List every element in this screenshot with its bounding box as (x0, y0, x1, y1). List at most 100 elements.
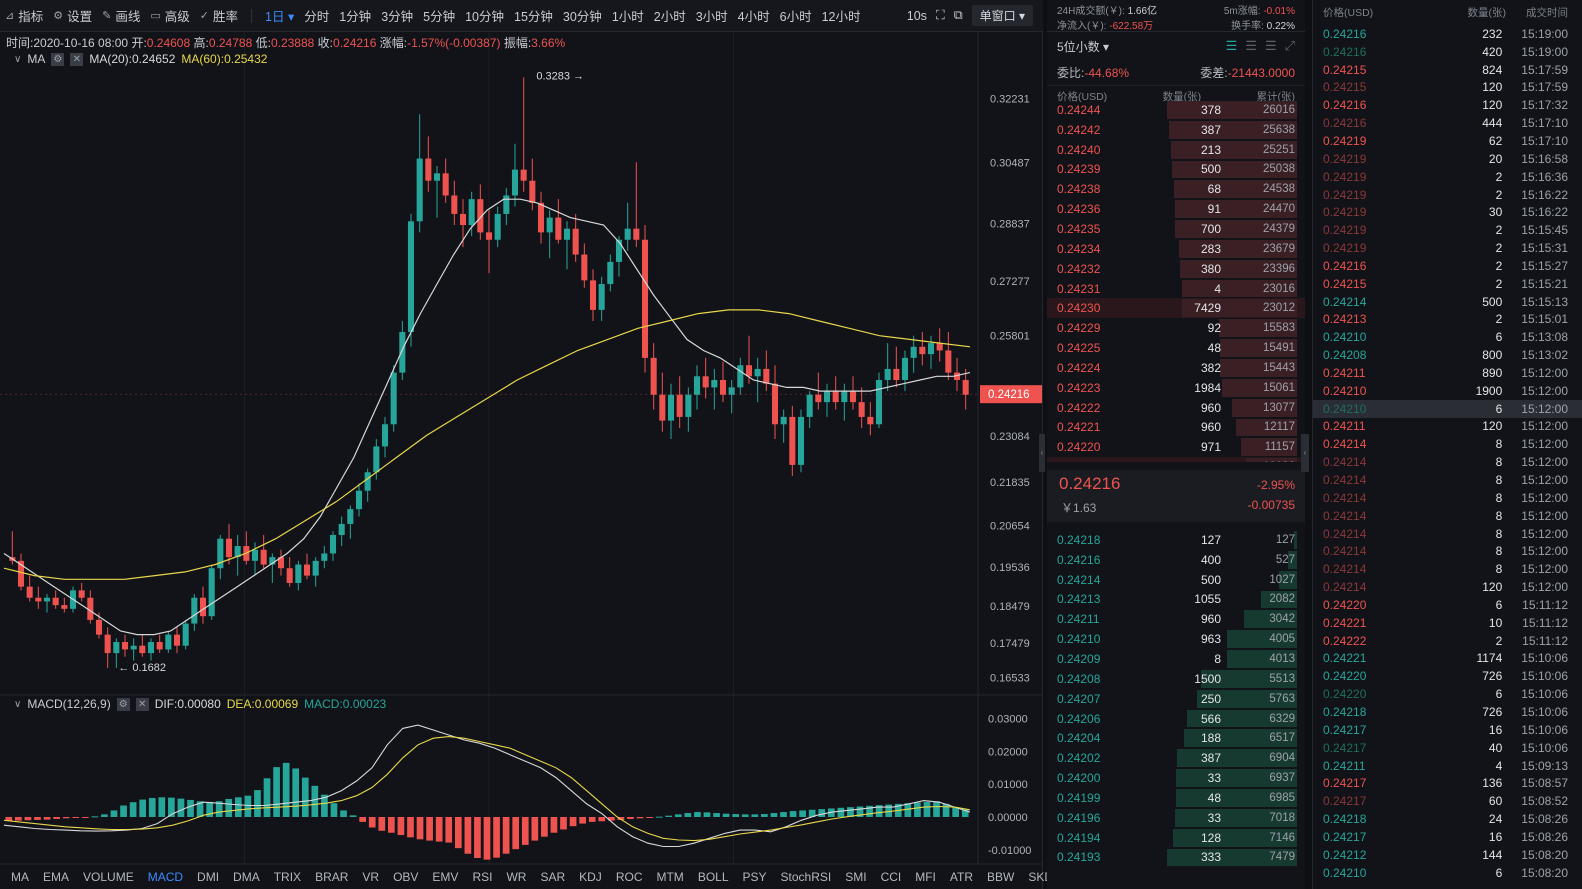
period-15分钟[interactable]: 15分钟 (514, 10, 553, 24)
ask-row[interactable]: 0.24222 960 13077 (1047, 398, 1305, 418)
trade-row[interactable]: 0.24216 444 15:17:10 (1313, 114, 1582, 132)
trade-row[interactable]: 0.24220 726 15:10:06 (1313, 667, 1582, 685)
indicator-tab-dmi[interactable]: DMI (197, 869, 220, 884)
bid-row[interactable]: 0.24216 400 527 (1047, 550, 1305, 570)
ask-row[interactable]: 0.24244 378 26016 (1047, 100, 1305, 120)
tool-indicator[interactable]: ⊿ 指标 (0, 6, 48, 25)
period-12小时[interactable]: 12小时 (821, 10, 861, 24)
trade-row[interactable]: 0.24221 1174 15:10:06 (1313, 650, 1582, 668)
trade-row[interactable]: 0.24216 2 15:15:27 (1313, 257, 1582, 275)
indicator-tab-rsi[interactable]: RSI (472, 869, 493, 884)
indicator-tab-macd[interactable]: MACD (147, 869, 184, 884)
trade-row[interactable]: 0.24222 2 15:11:12 (1313, 632, 1582, 650)
bid-row[interactable]: 0.24196 33 7018 (1047, 808, 1305, 828)
period-10分钟[interactable]: 10分钟 (465, 10, 504, 24)
indicator-tab-bbw[interactable]: BBW (987, 869, 1015, 884)
indicator-tab-wr[interactable]: WR (506, 869, 527, 884)
indicator-tab-dma[interactable]: DMA (233, 869, 260, 884)
ask-row[interactable]: 0.24240 213 25251 (1047, 140, 1305, 160)
bid-row[interactable]: 0.24199 48 6985 (1047, 788, 1305, 808)
trade-row[interactable]: 0.24219 30 15:16:22 (1313, 203, 1582, 221)
period-1小时[interactable]: 1小时 (611, 10, 644, 24)
period-分时[interactable]: 分时 (304, 10, 330, 24)
ask-row[interactable]: 0.24238 68 24538 (1047, 179, 1305, 199)
bid-row[interactable]: 0.24200 33 6937 (1047, 768, 1305, 788)
trade-row[interactable]: 0.24218 726 15:10:06 (1313, 703, 1582, 721)
ask-row[interactable]: 0.24223 1984 15061 (1047, 378, 1305, 398)
trade-row[interactable]: 0.24218 24 15:08:26 (1313, 810, 1582, 828)
window-mode-select[interactable]: 单窗口 ▾ (971, 5, 1033, 26)
ask-row[interactable]: 0.24224 382 15443 (1047, 358, 1305, 378)
trade-row[interactable]: 0.24211 120 15:12:00 (1313, 418, 1582, 436)
indicator-tab-brar[interactable]: BRAR (315, 869, 349, 884)
trade-row[interactable]: 0.24219 2 15:15:31 (1313, 239, 1582, 257)
bid-row[interactable]: 0.24213 1055 2082 (1047, 590, 1305, 610)
ask-row[interactable]: 0.24230 7429 23012 (1047, 298, 1305, 319)
indicator-tab-stochrsi[interactable]: StochRSI (780, 869, 832, 884)
ma-close-icon[interactable]: ✕ (70, 52, 84, 66)
ask-row[interactable]: 0.24221 960 12117 (1047, 418, 1305, 438)
ask-row[interactable]: 0.24220 971 11157 (1047, 437, 1305, 457)
trade-row[interactable]: 0.24220 6 15:11:12 (1313, 596, 1582, 614)
indicator-tab-emv[interactable]: EMV (432, 869, 459, 884)
indicator-tab-volume[interactable]: VOLUME (83, 869, 134, 884)
trade-row[interactable]: 0.24214 500 15:15:13 (1313, 293, 1582, 311)
period-3小时[interactable]: 3小时 (695, 10, 728, 24)
collapse-icon[interactable]: ∨ (14, 698, 22, 710)
bid-row[interactable]: 0.24206 566 6329 (1047, 709, 1305, 729)
indicator-tab-obv[interactable]: OBV (393, 869, 419, 884)
popout-icon[interactable]: ⧉ (953, 8, 963, 22)
ask-row[interactable]: 0.24242 387 25638 (1047, 120, 1305, 140)
book-bids-icon[interactable]: ☰ (1245, 38, 1257, 53)
trade-row[interactable]: 0.24215 2 15:15:21 (1313, 275, 1582, 293)
trade-row[interactable]: 0.24219 62 15:17:10 (1313, 132, 1582, 150)
book-both-icon[interactable]: ☰ (1225, 38, 1238, 53)
trade-row[interactable]: 0.24212 144 15:08:20 (1313, 846, 1582, 864)
trade-row[interactable]: 0.24214 8 15:12:00 (1313, 453, 1582, 471)
trade-row[interactable]: 0.24221 10 15:11:12 (1313, 614, 1582, 632)
trade-row[interactable]: 0.24215 824 15:17:59 (1313, 61, 1582, 79)
book-asks-icon[interactable]: ☰ (1264, 38, 1277, 53)
ask-row[interactable]: 0.24229 92 15583 (1047, 318, 1305, 338)
collapse-icon[interactable]: ∨ (14, 53, 22, 65)
trade-row[interactable]: 0.24210 6 15:08:20 (1313, 864, 1582, 882)
fullscreen-icon[interactable]: ⛶ (935, 8, 945, 22)
indicator-tab-trix[interactable]: TRIX (273, 869, 302, 884)
trade-row[interactable]: 0.24219 2 15:15:45 (1313, 221, 1582, 239)
trade-row[interactable]: 0.24214 8 15:12:00 (1313, 507, 1582, 525)
indicator-tab-psy[interactable]: PSY (742, 869, 767, 884)
bid-row[interactable]: 0.24194 128 7146 (1047, 828, 1305, 848)
kline-chart[interactable]: 0.32231 0.30487 0.28837 0.27277 0.25801 0.230… (0, 0, 1043, 889)
bid-row[interactable]: 0.24209 8 4013 (1047, 649, 1305, 669)
trade-row[interactable]: 0.24220 6 15:10:06 (1313, 685, 1582, 703)
tool-advanced[interactable]: ▭ 高级 (145, 6, 194, 25)
period-3分钟[interactable]: 3分钟 (381, 10, 414, 24)
indicator-tab-cci[interactable]: CCI (880, 869, 902, 884)
trade-row[interactable]: 0.24217 16 15:08:26 (1313, 828, 1582, 846)
ask-row[interactable]: 0.24236 91 24470 (1047, 199, 1305, 219)
indicator-tab-sar[interactable]: SAR (540, 869, 566, 884)
bid-row[interactable]: 0.24193 333 7479 (1047, 848, 1305, 868)
bid-row[interactable]: 0.24202 387 6904 (1047, 748, 1305, 768)
indicator-tab-boll[interactable]: BOLL (697, 869, 729, 884)
indicator-tab-ema[interactable]: EMA (43, 869, 70, 884)
indicator-tab-mtm[interactable]: MTM (656, 869, 684, 884)
trade-row[interactable]: 0.24214 8 15:12:00 (1313, 560, 1582, 578)
period-select[interactable]: 1日 ▾ (265, 10, 295, 24)
trade-row[interactable]: 0.24214 8 15:12:00 (1313, 471, 1582, 489)
trade-row[interactable]: 0.24217 16 15:10:06 (1313, 721, 1582, 739)
trade-row[interactable]: 0.24210 1900 15:12:00 (1313, 382, 1582, 400)
trade-row[interactable]: 0.24211 4 15:09:13 (1313, 757, 1582, 775)
ask-row[interactable]: 0.24239 500 25038 (1047, 160, 1305, 180)
period-4小时[interactable]: 4小时 (737, 10, 770, 24)
trade-row[interactable]: 0.24217 60 15:08:52 (1313, 792, 1582, 810)
indicator-tab-mfi[interactable]: MFI (915, 869, 936, 884)
trade-row[interactable]: 0.24215 120 15:17:59 (1313, 79, 1582, 97)
trade-row[interactable]: 0.24214 120 15:12:00 (1313, 578, 1582, 596)
trade-row[interactable]: 0.24216 120 15:17:32 (1313, 96, 1582, 114)
ma-settings-icon[interactable]: ⚙ (51, 52, 65, 66)
bid-row[interactable]: 0.24218 127 127 (1047, 530, 1305, 550)
period-30分钟[interactable]: 30分钟 (562, 10, 602, 24)
indicator-tab-ma[interactable]: MA (11, 869, 29, 884)
trade-row[interactable]: 0.24214 8 15:12:00 (1313, 542, 1582, 560)
